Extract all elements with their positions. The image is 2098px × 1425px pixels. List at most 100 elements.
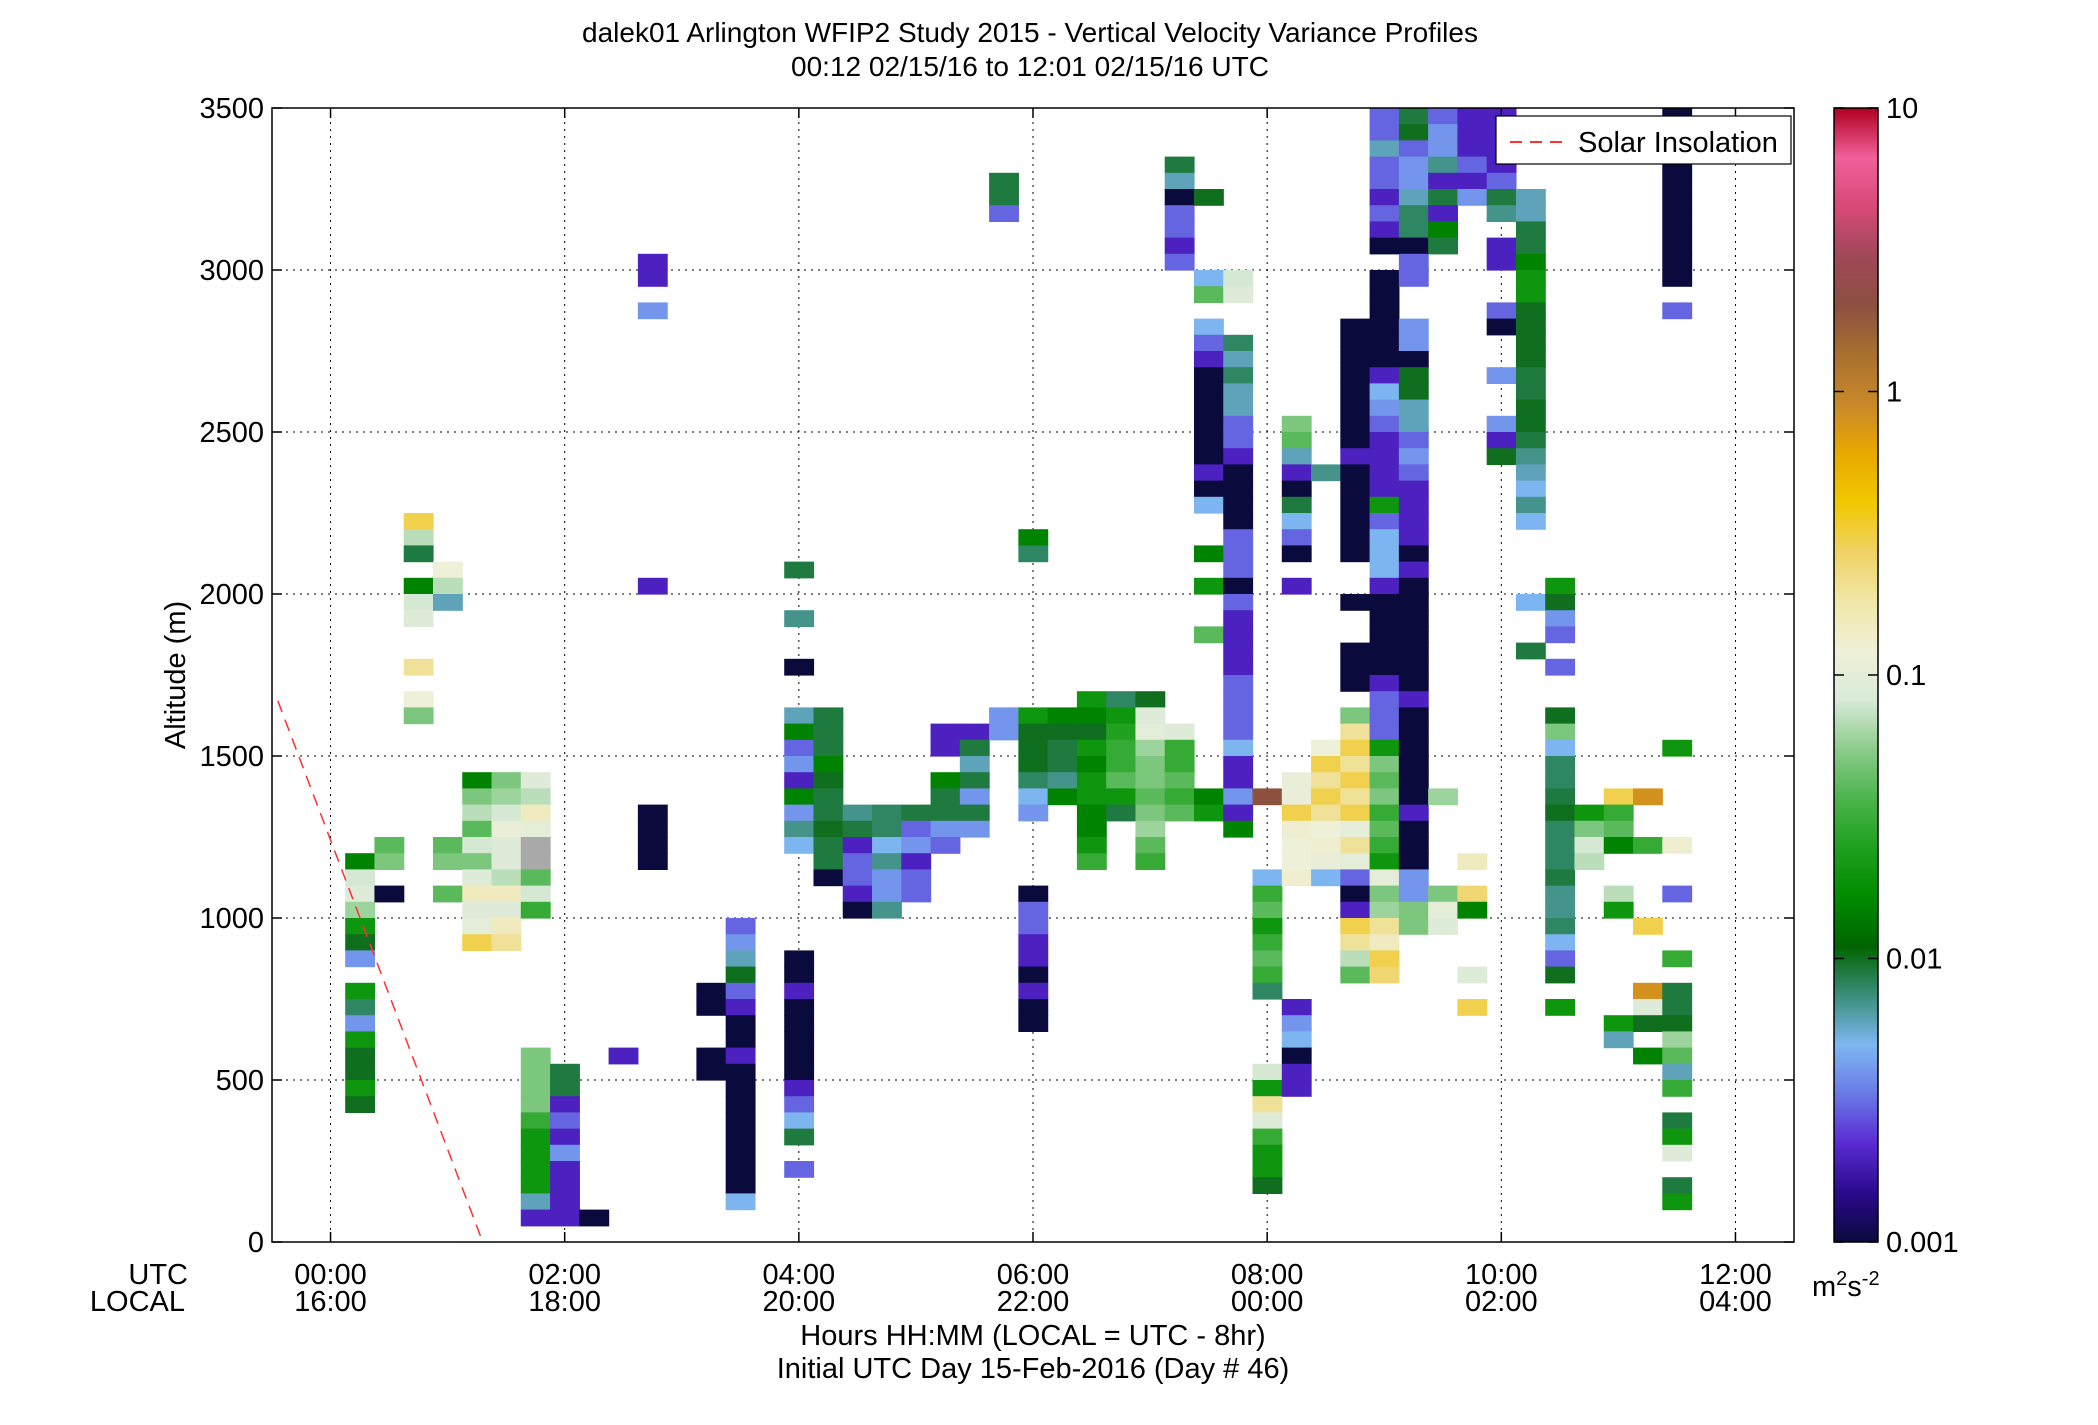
variance-cell xyxy=(1252,1177,1283,1194)
variance-cell xyxy=(1223,707,1254,725)
variance-cell xyxy=(1047,739,1078,757)
variance-cell xyxy=(345,918,376,935)
variance-cell xyxy=(1281,464,1312,482)
variance-cell xyxy=(1515,318,1546,336)
variance-cell xyxy=(725,1128,756,1146)
variance-cell xyxy=(1340,820,1371,838)
variance-cell xyxy=(1545,966,1576,984)
variance-cell xyxy=(1340,901,1371,919)
variance-cell xyxy=(1515,480,1546,498)
variance-cell xyxy=(1047,772,1078,789)
variance-cell xyxy=(374,837,405,854)
variance-cell xyxy=(813,788,844,806)
variance-cell xyxy=(462,869,493,887)
y-tick-label: 500 xyxy=(216,1065,264,1097)
variance-cell xyxy=(1633,1047,1663,1065)
variance-cell xyxy=(784,561,815,579)
variance-cell xyxy=(520,1096,551,1113)
variance-cell xyxy=(1545,918,1576,935)
variance-cell xyxy=(1398,658,1429,676)
variance-cell xyxy=(491,885,522,903)
variance-cell xyxy=(930,723,961,741)
variance-cell xyxy=(345,999,376,1016)
colorbar-unit-sup1: 2 xyxy=(1836,1268,1847,1290)
variance-cell xyxy=(1398,561,1429,579)
variance-cell xyxy=(1662,1177,1693,1194)
variance-cell xyxy=(1223,432,1254,449)
variance-cell xyxy=(1369,318,1400,336)
variance-cell xyxy=(784,1112,815,1130)
variance-cell xyxy=(1545,594,1576,611)
variance-cell xyxy=(1369,707,1400,725)
variance-cell xyxy=(1369,723,1400,741)
variance-cell xyxy=(1369,772,1400,789)
variance-cell xyxy=(1603,820,1634,838)
variance-cell xyxy=(1340,723,1371,741)
variance-cell xyxy=(1515,642,1546,660)
variance-cell xyxy=(345,1031,376,1049)
variance-cell xyxy=(491,820,522,838)
variance-cell xyxy=(1106,756,1137,773)
variance-cell xyxy=(1369,286,1400,303)
variance-cell xyxy=(784,1161,815,1178)
colorbar-unit-m: m xyxy=(1812,1271,1836,1303)
variance-cell xyxy=(1311,853,1341,870)
variance-cell xyxy=(1340,966,1371,984)
variance-cell xyxy=(1018,966,1049,984)
variance-cell xyxy=(1076,756,1107,773)
variance-cell xyxy=(1281,772,1312,789)
variance-cell xyxy=(432,837,463,854)
variance-cell xyxy=(462,885,493,903)
variance-cell xyxy=(1223,756,1254,773)
variance-cell xyxy=(1662,1047,1693,1065)
variance-cell xyxy=(1281,545,1312,563)
variance-cell xyxy=(1662,1063,1693,1081)
variance-cell xyxy=(1486,253,1517,271)
variance-cell xyxy=(1106,739,1137,757)
variance-cell xyxy=(1252,918,1283,935)
variance-cell xyxy=(1193,432,1224,449)
variance-cell xyxy=(1223,658,1254,676)
variance-cell xyxy=(989,723,1019,741)
variance-cell xyxy=(1369,820,1400,838)
variance-cell xyxy=(1252,966,1283,984)
variance-cell xyxy=(901,869,932,887)
variance-cell xyxy=(1398,529,1429,546)
variance-cell xyxy=(1545,853,1576,870)
variance-cell xyxy=(1223,723,1254,741)
variance-cell xyxy=(725,1144,756,1162)
utc-row-label: UTC xyxy=(128,1259,188,1291)
variance-cell xyxy=(1164,723,1195,741)
variance-cell xyxy=(1281,432,1312,449)
variance-cell xyxy=(1369,496,1400,514)
variance-cell xyxy=(1223,577,1254,595)
variance-cell xyxy=(784,1047,815,1065)
variance-cell xyxy=(1369,610,1400,627)
variance-cell xyxy=(1545,950,1576,968)
variance-cell xyxy=(1662,1015,1693,1032)
variance-cell xyxy=(1164,788,1195,806)
variance-cell xyxy=(1545,901,1576,919)
variance-cell xyxy=(784,999,815,1016)
colorbar-tick-label: 0.01 xyxy=(1886,944,1942,976)
variance-cell xyxy=(637,804,668,822)
variance-cell xyxy=(1193,334,1224,352)
variance-cell xyxy=(930,837,961,854)
variance-cell xyxy=(1281,480,1312,498)
variance-cell xyxy=(1018,885,1049,903)
variance-cell xyxy=(1486,318,1517,336)
variance-cell xyxy=(725,1096,756,1113)
variance-cell xyxy=(1398,626,1429,644)
variance-cell xyxy=(1398,885,1429,903)
variance-cell xyxy=(1311,756,1341,773)
variance-cell xyxy=(1223,642,1254,660)
variance-cell xyxy=(1223,594,1254,611)
variance-cell xyxy=(403,658,434,676)
variance-cell xyxy=(1633,918,1663,935)
variance-cell xyxy=(1428,124,1459,141)
variance-cell xyxy=(1662,885,1693,903)
variance-cell xyxy=(872,901,902,919)
variance-cell xyxy=(1340,415,1371,433)
variance-cell xyxy=(1398,270,1429,287)
